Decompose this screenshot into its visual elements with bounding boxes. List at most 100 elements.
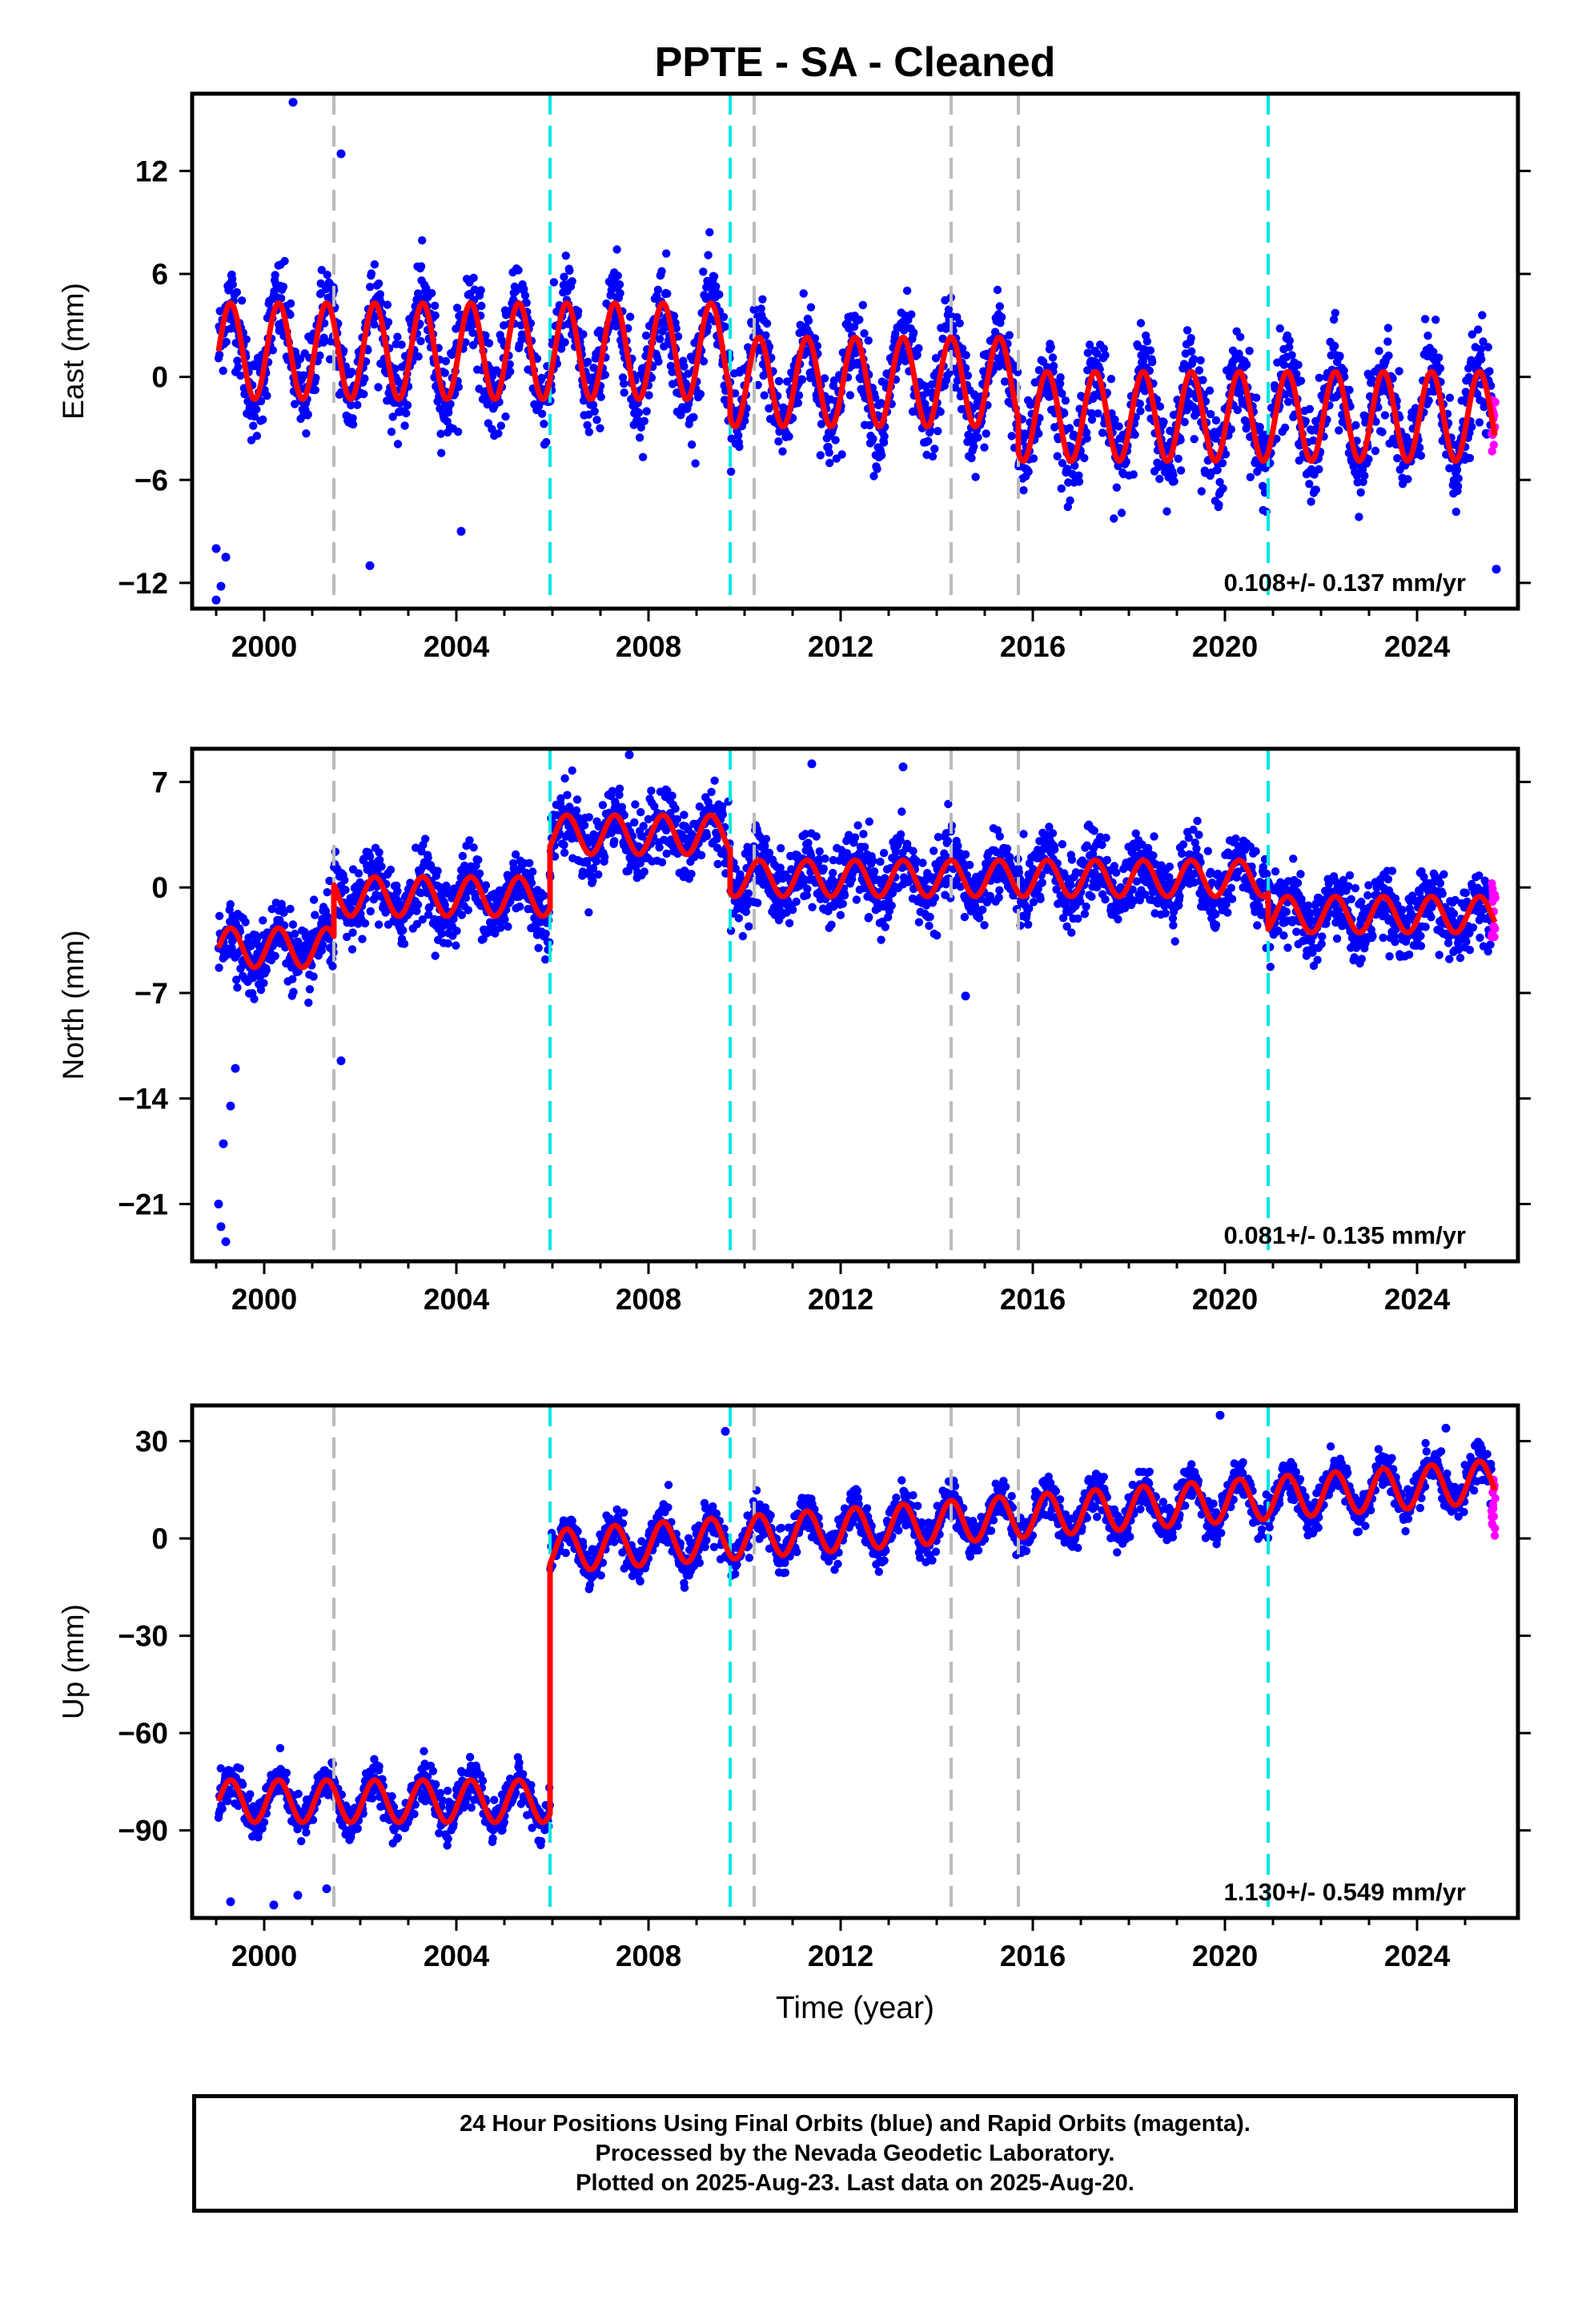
north-point-1036 [687, 870, 696, 879]
east-point-2674 [1435, 353, 1443, 362]
east-point-2030 [1140, 387, 1150, 396]
east-point-238 [323, 271, 331, 279]
east-point-1076 [705, 227, 714, 237]
east-point-1534 [914, 344, 923, 353]
east-point-657 [514, 266, 523, 275]
north-point-352 [375, 848, 383, 857]
east-point-411 [402, 408, 411, 418]
east-point-1518 [907, 310, 916, 319]
north-point-713 [540, 891, 548, 900]
north-point-97 [259, 916, 267, 925]
east-point-1443 [873, 464, 881, 473]
north-point-972 [657, 858, 667, 866]
north-point-2092 [1169, 921, 1178, 930]
east-point-292 [347, 368, 356, 376]
north-point-786 [572, 795, 582, 804]
east-point-1830 [1049, 361, 1058, 371]
east-point-2742 [1465, 453, 1475, 463]
north-point-879 [615, 784, 624, 793]
east-point-408 [400, 421, 409, 430]
east-point-17 [222, 337, 231, 347]
east-point-446 [418, 236, 427, 245]
east-point-1847 [1057, 484, 1066, 493]
east-point-829 [592, 416, 601, 424]
north-point-1290 [803, 884, 812, 894]
north-point-1437 [869, 867, 879, 876]
east-outlier-8 [1492, 565, 1501, 574]
east-point-1555 [924, 436, 933, 445]
east-point-2042 [1146, 346, 1155, 355]
east-point-2399 [1309, 436, 1318, 445]
east-outlier-6 [365, 561, 375, 570]
north-point-784 [572, 806, 581, 815]
east-point-2157 [1199, 376, 1207, 384]
east-point-1903 [1082, 434, 1091, 443]
east-point-886 [618, 373, 628, 382]
north-point-78 [250, 995, 259, 1003]
east-point-1913 [1087, 408, 1096, 418]
east-point-61 [242, 335, 251, 344]
east-point-713 [540, 420, 548, 428]
north-point-278 [341, 886, 350, 895]
east-point-2174 [1207, 410, 1215, 419]
east-point-1523 [909, 328, 918, 337]
figure-title: PPTE - SA - Cleaned [655, 39, 1056, 86]
east-point-525 [454, 428, 463, 436]
east-point-1192 [758, 295, 767, 304]
east-outlier-7 [456, 527, 466, 536]
east-point-43 [234, 363, 243, 372]
east-point-1866 [1066, 496, 1074, 505]
north-point-1232 [777, 844, 785, 853]
east-point-1328 [820, 374, 829, 383]
east-point-2200 [1218, 459, 1227, 468]
east-point-1227 [774, 437, 783, 446]
east-point-2131 [1186, 334, 1195, 343]
east-point-675 [522, 298, 531, 308]
east-point-2219 [1227, 425, 1236, 434]
east-point-2282 [1255, 423, 1264, 432]
east-point-1412 [858, 300, 868, 310]
east-point-2766 [1476, 344, 1485, 354]
north-point-1452 [877, 935, 885, 944]
east-point-1107 [719, 312, 729, 321]
east-point-2123 [1182, 326, 1192, 335]
east-point-2352 [1287, 351, 1296, 360]
east-point-902 [625, 312, 635, 321]
east-point-2767 [1477, 355, 1486, 364]
east-point-2390 [1305, 480, 1314, 489]
north-point-1867 [1066, 881, 1075, 890]
east-point-1642 [963, 371, 973, 380]
east-point-1062 [699, 267, 708, 276]
east-point-967 [656, 335, 665, 344]
north-point-535 [458, 851, 468, 861]
east-point-575 [476, 286, 485, 295]
north-point-1266 [792, 897, 801, 907]
east-point-1764 [1019, 486, 1028, 495]
east-point-76 [249, 421, 258, 430]
north-point-1080 [707, 787, 716, 797]
east-point-599 [488, 424, 496, 433]
north-point-321 [360, 919, 370, 928]
east-point-2326 [1275, 324, 1285, 333]
east-point-971 [657, 267, 666, 275]
east-point-879 [615, 280, 624, 289]
east-point-759 [560, 338, 569, 347]
north-point-164 [289, 987, 298, 996]
east-point-2763 [1475, 418, 1484, 427]
east-point-2172 [1205, 386, 1215, 395]
east-point-2 [215, 350, 224, 360]
north-point-1020 [680, 810, 689, 819]
east-point-2237 [1235, 389, 1244, 398]
east-point-1196 [760, 391, 769, 400]
north-point-688 [528, 867, 537, 876]
east-point-1366 [837, 450, 846, 459]
east-point-629 [501, 412, 510, 421]
east-point-1097 [715, 290, 724, 299]
east-point-1250 [785, 432, 793, 441]
east-xtick-label-0: 2000 [231, 630, 297, 663]
north-point-1674 [978, 905, 987, 915]
east-point-1968 [1112, 483, 1122, 492]
east-point-304 [353, 400, 362, 409]
east-point-1614 [950, 383, 960, 392]
north-point-586 [481, 881, 491, 890]
